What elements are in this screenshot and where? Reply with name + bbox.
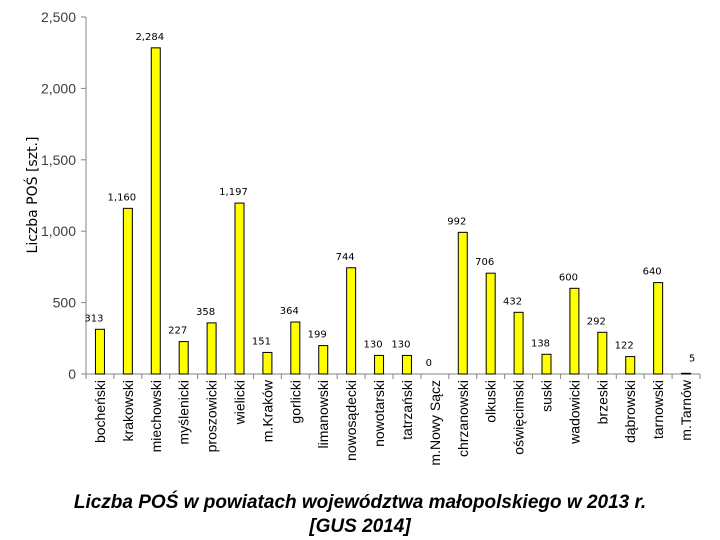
category-label: chrzanowski — [455, 380, 471, 457]
category-label: brzeski — [594, 380, 610, 424]
bar — [94, 328, 105, 375]
category-label: myślenicki — [176, 380, 192, 445]
y-tick-label: 2,000 — [41, 80, 76, 96]
value-labels-group: 313 1,160 2,284 227 358 1,197 151 364 199 744 130 1… — [84, 32, 695, 369]
data-label: 130 — [391, 339, 410, 350]
bar — [681, 372, 692, 375]
category-label: m.Kraków — [259, 379, 275, 442]
data-label: 5 — [689, 353, 695, 364]
bar — [122, 207, 133, 375]
category-label: dąbrowski — [622, 380, 638, 443]
bar — [290, 321, 301, 375]
data-label: 1,160 — [108, 192, 137, 203]
category-label: tarnowski — [650, 380, 666, 439]
data-label: 199 — [308, 330, 327, 341]
category-label: limanowski — [315, 380, 331, 448]
bar — [206, 322, 217, 375]
category-label: olkuski — [483, 380, 499, 423]
data-label: 706 — [475, 257, 494, 268]
category-label: suski — [539, 380, 555, 412]
y-tick-label: 2,500 — [41, 9, 76, 25]
category-label: tatrzański — [399, 380, 415, 440]
y-tick-label: 1,500 — [41, 152, 76, 168]
bar — [513, 311, 524, 375]
bar — [653, 282, 664, 375]
data-label: 292 — [587, 316, 606, 327]
bar — [374, 354, 385, 375]
data-label: 151 — [252, 336, 271, 347]
bar — [262, 351, 273, 375]
data-label: 640 — [643, 267, 662, 278]
bar — [569, 287, 580, 375]
category-label: bocheński — [92, 380, 108, 443]
data-label: 992 — [447, 216, 466, 227]
category-label: miechowski — [148, 380, 164, 452]
data-label: 1,197 — [219, 187, 248, 198]
bar — [457, 231, 468, 375]
data-label: 358 — [196, 307, 215, 318]
y-tick-label: 0 — [68, 366, 76, 382]
category-label: nowosądecki — [343, 380, 359, 461]
category-label: wielicki — [232, 380, 248, 425]
chart-title-line-1: Liczba POŚ w powiatach województwa małop… — [74, 491, 646, 513]
data-label: 313 — [84, 313, 103, 324]
data-label: 2,284 — [135, 32, 164, 43]
data-label: 0 — [426, 358, 432, 369]
bar — [541, 353, 552, 375]
category-label: wadowicki — [566, 380, 582, 445]
bar — [625, 356, 636, 375]
bar — [150, 47, 161, 375]
data-label: 744 — [336, 252, 355, 263]
chart-title-line-2: [GUS 2014] — [308, 516, 411, 537]
bar — [318, 345, 329, 375]
category-label: oświęcimski — [511, 380, 527, 455]
data-label: 600 — [559, 272, 578, 283]
data-label: 138 — [531, 338, 550, 349]
category-label: gorlicki — [287, 380, 303, 424]
bar — [597, 331, 608, 375]
y-tick-label: 1,000 — [41, 223, 76, 239]
bar — [346, 267, 357, 375]
category-label: m.Tarnów — [678, 379, 694, 441]
bar — [178, 341, 189, 375]
data-label: 364 — [280, 306, 299, 317]
category-label: m.Nowy Sącz — [427, 380, 443, 466]
chart-axes: 0 500 1,000 1,500 2,000 2,500 — [41, 9, 701, 382]
y-tick-label: 500 — [53, 295, 77, 311]
bar — [401, 354, 412, 375]
category-label: proszowicki — [204, 380, 220, 452]
bar — [234, 202, 245, 375]
data-label: 122 — [615, 341, 634, 352]
data-label: 432 — [503, 296, 522, 307]
category-label: krakowski — [120, 380, 136, 441]
data-label: 227 — [168, 326, 187, 337]
category-labels-group: bocheński krakowski miechowski myślenicki pr… — [92, 379, 694, 465]
y-axis-title: Liczba POŚ [szt.] — [23, 137, 41, 254]
bar — [485, 272, 496, 375]
data-label: 130 — [363, 339, 382, 350]
bars-group — [94, 47, 692, 375]
category-label: nowotarski — [371, 380, 387, 447]
